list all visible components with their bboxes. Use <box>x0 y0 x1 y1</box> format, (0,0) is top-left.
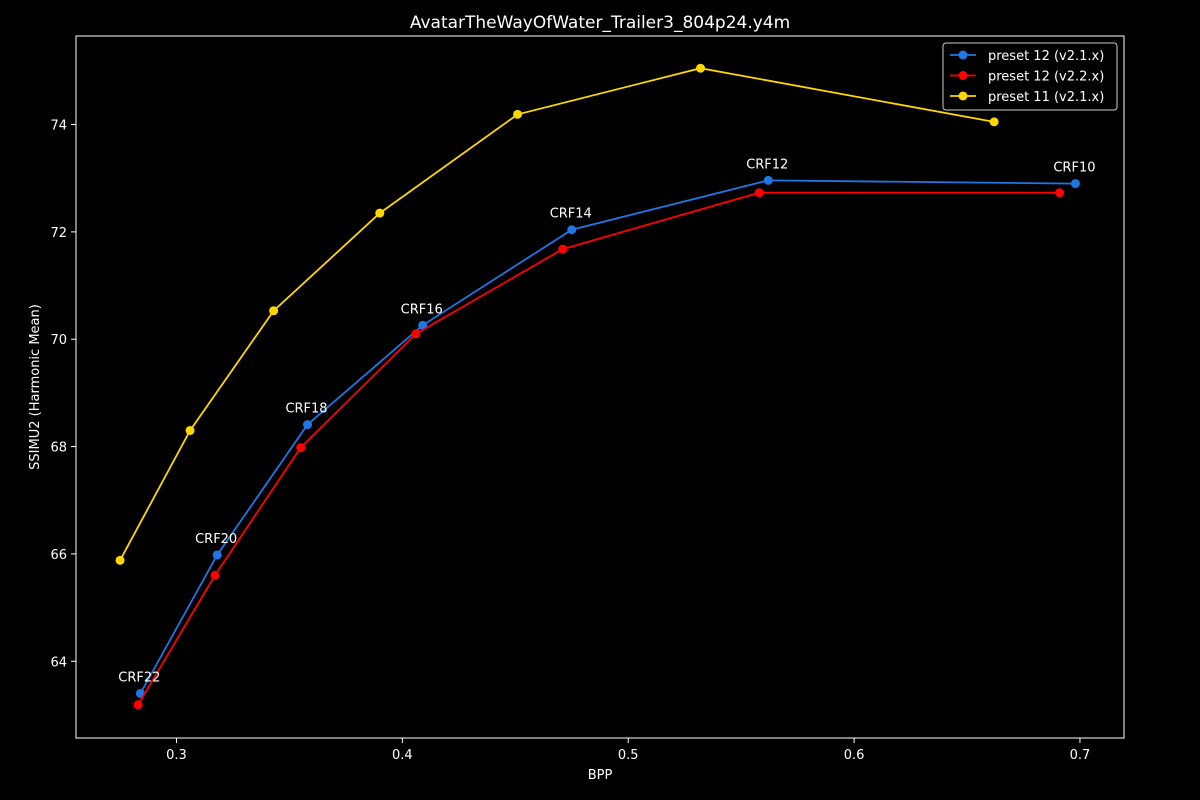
chart-title: AvatarTheWayOfWater_Trailer3_804p24.y4m <box>410 13 790 33</box>
crf-label: CRF22 <box>118 670 160 685</box>
crf-label: CRF16 <box>401 302 443 317</box>
legend-entry: preset 11 (v2.1.x) <box>950 90 1104 105</box>
x-tick-label: 0.5 <box>618 748 639 763</box>
data-point <box>411 329 421 339</box>
series-1 <box>133 188 1065 710</box>
data-point <box>133 700 143 710</box>
data-point <box>185 425 195 435</box>
x-tick-label: 0.7 <box>1070 748 1091 763</box>
legend-entry: preset 12 (v2.2.x) <box>950 70 1104 85</box>
series-layer <box>115 63 1080 710</box>
crf-annotations: CRF22 CRF20 CRF18 CRF16 CRF14 CRF12 CRF10 <box>118 157 1095 685</box>
data-point <box>375 208 385 218</box>
legend-label: preset 12 (v2.2.x) <box>988 70 1104 85</box>
data-point <box>513 109 523 119</box>
crf-label: CRF10 <box>1053 161 1095 176</box>
x-tick-label: 0.3 <box>166 748 187 763</box>
y-tick-label: 68 <box>50 441 67 456</box>
series-0 <box>135 175 1080 698</box>
data-point <box>296 443 306 453</box>
data-point <box>212 550 222 560</box>
data-point <box>210 570 220 580</box>
crf-label: CRF20 <box>195 532 237 547</box>
legend-entry: preset 12 (v2.1.x) <box>950 49 1104 64</box>
legend-marker <box>958 50 968 60</box>
data-point <box>418 320 428 330</box>
crf-label: CRF14 <box>550 207 592 222</box>
legend-marker <box>958 71 968 80</box>
data-point <box>269 306 279 316</box>
legend-label: preset 12 (v2.1.x) <box>988 49 1104 64</box>
y-tick-label: 64 <box>50 655 67 670</box>
y-tick-label: 72 <box>50 226 67 241</box>
data-point <box>1055 188 1065 198</box>
x-tick-label: 0.4 <box>392 748 413 763</box>
data-point <box>763 175 773 185</box>
x-tick-label: 0.6 <box>844 748 865 763</box>
legend-marker <box>958 91 968 101</box>
data-point <box>567 225 577 235</box>
data-point <box>303 420 313 430</box>
legend-box <box>942 42 1118 111</box>
legend: preset 12 (v2.1.x) preset 12 (v2.2.x) pres… <box>942 42 1118 111</box>
data-point <box>696 63 706 73</box>
data-point <box>115 555 125 565</box>
y-axis-label: SSIMU2 (Harmonic Mean) <box>28 304 43 470</box>
y-axis: 64 66 68 70 72 74 <box>50 119 76 670</box>
y-tick-label: 70 <box>50 333 67 348</box>
crf-label: CRF18 <box>285 402 327 417</box>
crf-label: CRF12 <box>746 157 788 172</box>
series-2 <box>115 63 999 565</box>
y-tick-label: 74 <box>50 119 67 134</box>
legend-label: preset 11 (v2.1.x) <box>988 90 1104 105</box>
x-axis: 0.3 0.4 0.5 0.6 0.7 <box>166 738 1090 763</box>
data-point <box>1070 179 1080 189</box>
plot-area <box>75 35 1125 739</box>
y-tick-label: 66 <box>50 548 67 563</box>
data-point <box>754 188 764 198</box>
data-point <box>558 244 568 254</box>
x-axis-label: BPP <box>588 768 613 783</box>
data-point <box>989 117 999 127</box>
